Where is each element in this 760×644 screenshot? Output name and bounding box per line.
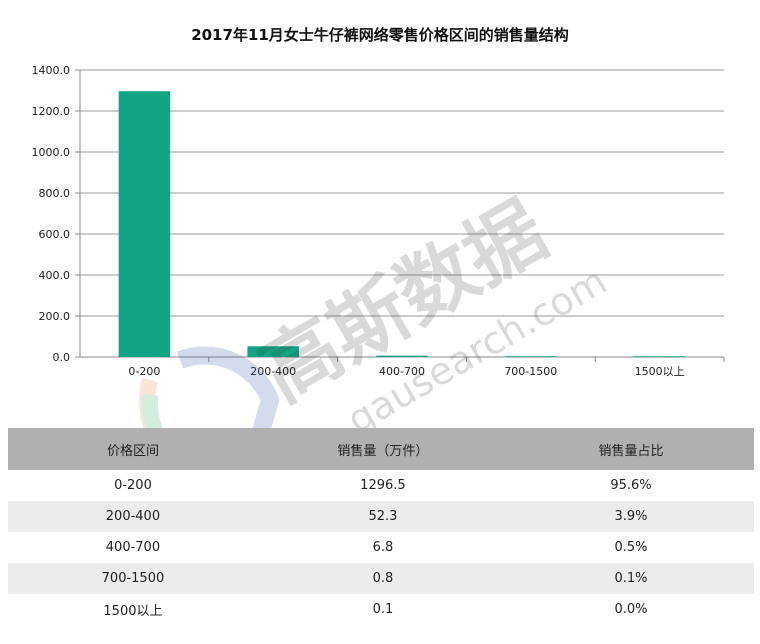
y-tick-label: 200.0 (39, 310, 71, 323)
bar-chart: 0.0 200.0 400.0 600.0 800.0 1000.0 1200.0 1400.… (32, 64, 725, 378)
x-tick-label: 1500以上 (635, 365, 685, 378)
bar (633, 356, 686, 357)
y-tick-label: 800.0 (39, 187, 71, 200)
header-sales-share: 销售量占比 (507, 428, 754, 470)
bar (247, 346, 299, 357)
cell-price-range: 200-400 (8, 501, 258, 532)
y-tick-label: 400.0 (39, 269, 71, 282)
cell-sales-volume: 1296.5 (257, 470, 508, 501)
y-tick-label: 0.0 (53, 351, 71, 364)
cell-price-range: 700-1500 (8, 563, 258, 594)
bar (376, 355, 428, 357)
cell-sales-share: 95.6% (507, 470, 754, 501)
header-price-range: 价格区间 (8, 428, 258, 470)
cell-sales-volume: 0.8 (257, 563, 508, 594)
cell-sales-share: 3.9% (507, 501, 754, 532)
y-tick-label: 1400.0 (32, 64, 71, 77)
cell-sales-volume: 6.8 (257, 532, 508, 563)
table-header-row: 价格区间 销售量（万件） 销售量占比 (8, 428, 754, 470)
x-tick-label: 400-700 (379, 365, 425, 378)
cell-sales-volume: 52.3 (257, 501, 508, 532)
table-row: 200-400 52.3 3.9% (8, 501, 754, 532)
cell-sales-share: 0.0% (507, 594, 754, 625)
chart-title: 2017年11月女士牛仔裤网络零售价格区间的销售量结构 (191, 26, 569, 44)
bar (118, 91, 171, 357)
cell-sales-share: 0.1% (507, 563, 754, 594)
x-tick-label: 700-1500 (504, 365, 557, 378)
y-tick-label: 600.0 (39, 228, 71, 241)
cell-price-range: 400-700 (8, 532, 258, 563)
table-row: 0-200 1296.5 95.6% (8, 470, 754, 501)
cell-price-range: 1500以上 (8, 594, 258, 625)
cell-sales-share: 0.5% (507, 532, 754, 563)
cell-sales-volume: 0.1 (257, 594, 508, 625)
table-row: 400-700 6.8 0.5% (8, 532, 754, 563)
y-tick-label: 1000.0 (32, 146, 71, 159)
cell-price-range: 0-200 (8, 470, 258, 501)
data-table: 价格区间 销售量（万件） 销售量占比 0-200 1296.5 95.6% 20… (8, 428, 754, 625)
table-row: 1500以上 0.1 0.0% (8, 594, 754, 625)
y-tick-label: 1200.0 (32, 105, 71, 118)
bar (505, 356, 557, 357)
x-tick-label: 200-400 (250, 365, 296, 378)
x-tick-label: 0-200 (128, 365, 160, 378)
header-sales-volume: 销售量（万件） (257, 428, 508, 470)
table-row: 700-1500 0.8 0.1% (8, 563, 754, 594)
